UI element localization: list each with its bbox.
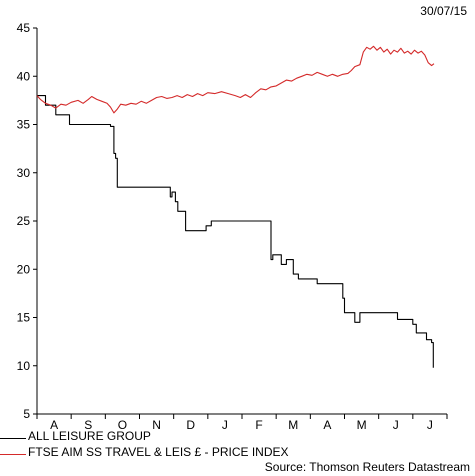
x-tick-label: M [288,418,298,432]
series-line-2 [36,45,435,114]
x-tick-label: S [84,418,92,432]
x-tick-label: M [357,418,367,432]
x-tick-label: N [152,418,161,432]
source-label: Source: Thomson Reuters Datastream [264,460,470,474]
series-line-1 [37,95,434,368]
y-tick-label: 45 [17,21,31,35]
legend-swatch-black [0,438,26,439]
x-tick-label: F [255,418,262,432]
y-tick-label: 15 [17,311,31,325]
x-tick-label: A [50,418,58,432]
y-tick-label: 10 [17,359,31,373]
x-tick-label: A [323,418,331,432]
y-tick-label: 20 [17,262,31,276]
y-tick-label: 5 [23,407,30,421]
x-tick-label: J [222,418,228,432]
x-tick-label: J [427,418,433,432]
legend-label-1: ALL LEISURE GROUP [28,429,151,443]
legend-swatch-red [0,454,26,455]
x-tick-label: J [393,418,399,432]
y-tick-label: 25 [17,214,31,228]
y-axis: 5 10 15 20 25 30 35 40 45 [17,21,37,421]
x-tick-label: O [118,418,127,432]
y-tick-label: 30 [17,166,31,180]
x-tick-label: D [186,418,195,432]
legend-label-2: FTSE AIM SS TRAVEL & LEIS £ - PRICE INDE… [28,445,289,459]
date-label: 30/07/15 [420,4,467,18]
series-lines [36,45,435,368]
y-tick-label: 35 [17,118,31,132]
y-tick-label: 40 [17,69,31,83]
